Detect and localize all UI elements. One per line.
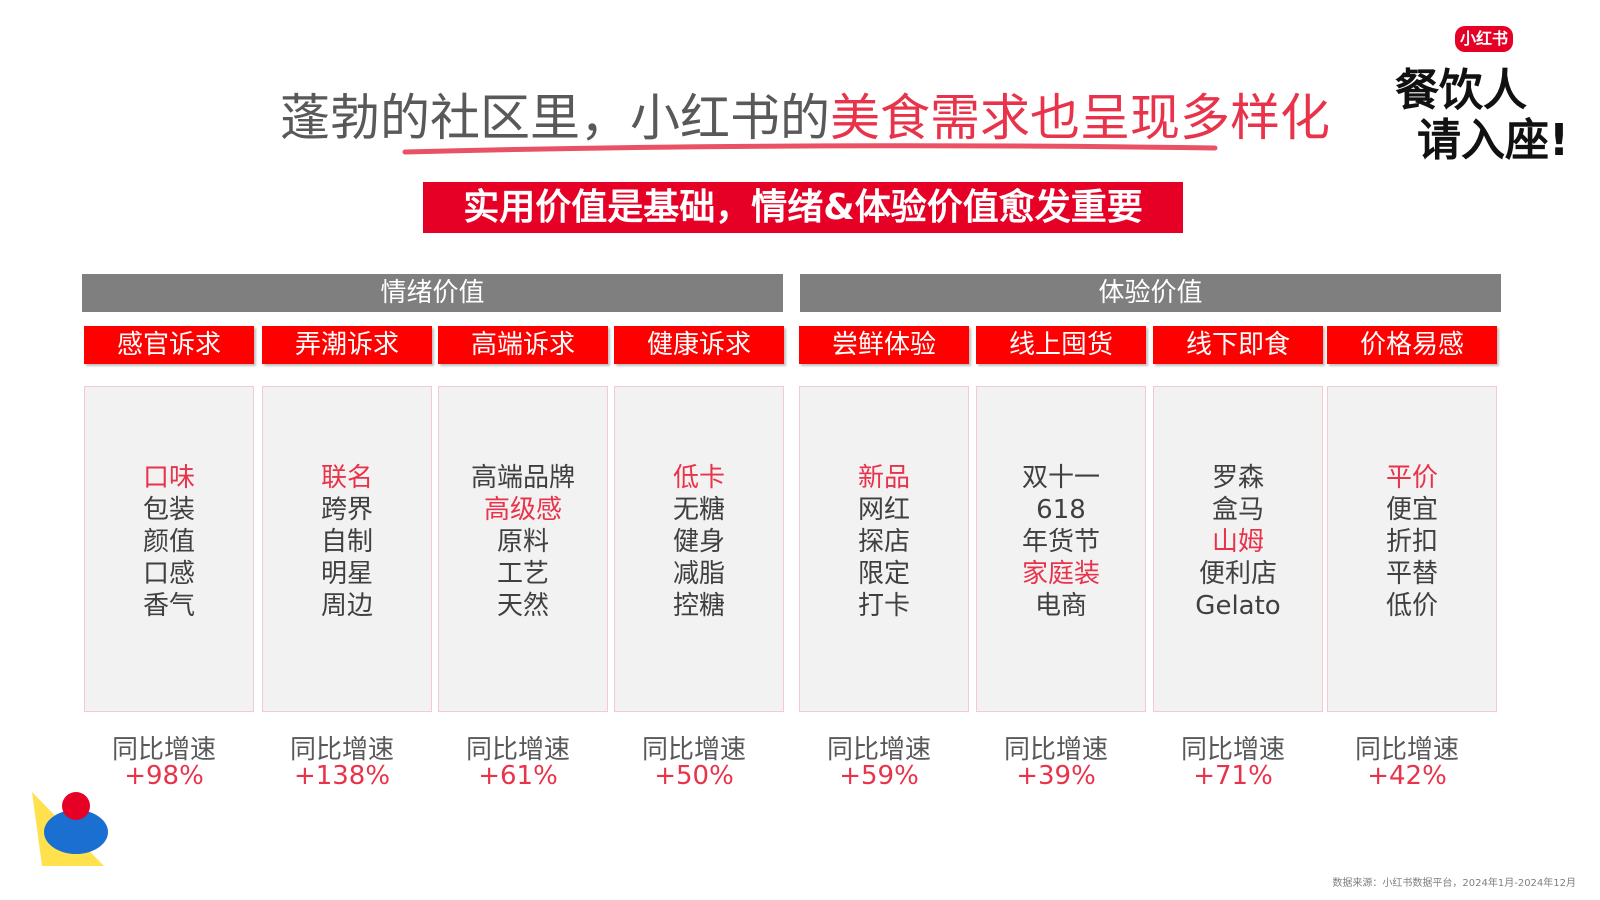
- logo-badge: 小红书: [1455, 26, 1513, 52]
- growth-value: +61%: [478, 761, 558, 791]
- keyword: 探店: [857, 527, 910, 557]
- keyword: 香气: [142, 591, 195, 621]
- keyword: 打卡: [857, 591, 910, 621]
- keyword-box: 口味 包装 颜值 口感 香气: [84, 386, 254, 712]
- keyword: 限定: [857, 559, 910, 589]
- growth-label: 同比增速: [111, 735, 216, 765]
- keyword-box: 平价 便宜 折扣 平替 低价: [1327, 386, 1497, 712]
- decoration: [32, 792, 108, 866]
- keyword: 口味: [142, 463, 195, 493]
- column-header: 价格易感: [1327, 326, 1497, 364]
- growth-value: +138%: [293, 761, 391, 791]
- subtitle: 实用价值是基础，情绪&体验价值愈发重要: [423, 182, 1183, 233]
- title-highlight: 美食需求也呈现多样化: [830, 89, 1330, 147]
- keyword: 便宜: [1385, 495, 1438, 525]
- underline: [402, 143, 1218, 155]
- growth-value: +39%: [1016, 761, 1096, 791]
- keyword: 折扣: [1385, 527, 1438, 557]
- footnote: 数据来源：小红书数据平台，2024年1月-2024年12月: [1332, 878, 1576, 889]
- growth-value: +42%: [1367, 761, 1447, 791]
- keyword: 天然: [496, 591, 549, 621]
- keyword-box: 新品 网红 探店 限定 打卡: [799, 386, 969, 712]
- keyword: 口感: [142, 559, 195, 589]
- keyword: 明星: [320, 559, 373, 589]
- keyword: 自制: [320, 527, 373, 557]
- keyword: 原料: [496, 527, 549, 557]
- keyword-box: 联名 跨界 自制 明星 周边: [262, 386, 432, 712]
- keyword: 年货节: [1021, 527, 1100, 557]
- growth-value: +98%: [124, 761, 204, 791]
- column-header: 尝鲜体验: [799, 326, 969, 364]
- growth-label: 同比增速: [1354, 735, 1459, 765]
- keyword-box: 罗森 盒马 山姆 便利店 Gelato: [1153, 386, 1323, 712]
- keyword: 减脂: [672, 559, 725, 589]
- keyword: 新品: [857, 463, 910, 493]
- growth-value: +71%: [1193, 761, 1273, 791]
- group-title: 情绪价值: [82, 274, 783, 312]
- keyword: 颜值: [142, 527, 195, 557]
- keyword: 电商: [1034, 591, 1087, 621]
- keyword: 家庭装: [1021, 559, 1100, 589]
- keyword: Gelato: [1195, 591, 1281, 621]
- keyword-box: 低卡 无糖 健身 减脂 控糖: [614, 386, 784, 712]
- keyword: 罗森: [1211, 463, 1264, 493]
- keyword: 山姆: [1211, 527, 1264, 557]
- logo-line2: 请入座!: [1417, 115, 1570, 166]
- growth-label: 同比增速: [1003, 735, 1108, 765]
- keyword: 周边: [320, 591, 373, 621]
- keyword: 跨界: [320, 495, 373, 525]
- group-title: 体验价值: [800, 274, 1501, 312]
- keyword: 无糖: [672, 495, 725, 525]
- keyword: 平替: [1385, 559, 1438, 589]
- keyword: 618: [1036, 495, 1086, 525]
- keyword: 便利店: [1198, 559, 1277, 589]
- keyword: 平价: [1385, 463, 1438, 493]
- keyword: 包装: [142, 495, 195, 525]
- logo-line1: 餐饮人: [1395, 65, 1527, 116]
- growth-value: +59%: [839, 761, 919, 791]
- growth-label: 同比增速: [641, 735, 746, 765]
- keyword: 高端品牌: [470, 463, 575, 493]
- keyword: 盒马: [1211, 495, 1264, 525]
- logo: 小红书 餐饮人 请入座!: [1395, 26, 1575, 166]
- title-plain: 蓬勃的社区里，小红书的: [280, 89, 830, 147]
- growth-label: 同比增速: [289, 735, 394, 765]
- growth-label: 同比增速: [826, 735, 931, 765]
- column-header: 感官诉求: [84, 326, 254, 364]
- keyword: 联名: [320, 463, 373, 493]
- column-header: 弄潮诉求: [262, 326, 432, 364]
- keyword-box: 双十一 618 年货节 家庭装 电商: [976, 386, 1146, 712]
- growth-label: 同比增速: [1180, 735, 1285, 765]
- keyword: 网红: [857, 495, 910, 525]
- column-header: 健康诉求: [614, 326, 784, 364]
- title: 蓬勃的社区里，小红书的美食需求也呈现多样化: [0, 78, 1600, 150]
- keyword: 高级感: [483, 495, 562, 525]
- keyword: 控糖: [672, 591, 725, 621]
- keyword: 工艺: [496, 559, 549, 589]
- growth-label: 同比增速: [465, 735, 570, 765]
- column-header: 线上囤货: [976, 326, 1146, 364]
- keyword: 健身: [672, 527, 725, 557]
- keyword: 双十一: [1021, 463, 1100, 493]
- keyword: 低卡: [672, 463, 725, 493]
- column-header: 高端诉求: [438, 326, 608, 364]
- column-header: 线下即食: [1153, 326, 1323, 364]
- growth-value: +50%: [654, 761, 734, 791]
- keyword: 低价: [1385, 591, 1438, 621]
- keyword-box: 高端品牌 高级感 原料 工艺 天然: [438, 386, 608, 712]
